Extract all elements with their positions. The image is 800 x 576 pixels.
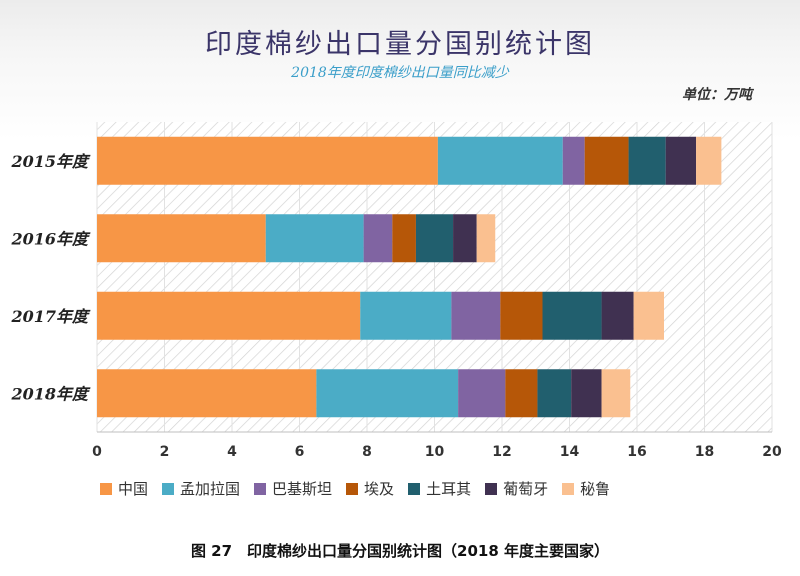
- bar-segment: [476, 214, 496, 263]
- legend-label: 孟加拉国: [180, 480, 241, 498]
- x-tick-label: 16: [627, 444, 646, 460]
- bar-segment: [363, 214, 393, 263]
- x-tick-label: 14: [560, 444, 580, 460]
- x-tick-label: 8: [362, 444, 372, 460]
- bar-segment: [453, 214, 477, 263]
- legend-item: 埃及: [346, 478, 394, 499]
- x-tick-label: 4: [227, 444, 237, 460]
- legend-label: 土耳其: [426, 480, 472, 498]
- bar-segment: [97, 291, 361, 340]
- legend-label: 中国: [118, 480, 149, 498]
- x-tick-label: 0: [92, 444, 102, 460]
- bar-segment: [601, 369, 631, 418]
- bar-segment: [451, 291, 501, 340]
- legend-item: 中国: [100, 478, 148, 499]
- legend-label: 埃及: [364, 480, 395, 498]
- chart-subtitle: 2018年度印度棉纱出口量同比减少: [291, 65, 509, 81]
- bar-segment: [97, 214, 266, 263]
- bar-segment: [316, 369, 459, 418]
- bar-segment: [97, 369, 317, 418]
- x-tick-label: 6: [295, 444, 305, 460]
- legend-item: 孟加拉国: [162, 478, 240, 499]
- legend-swatch: [162, 482, 175, 495]
- bar-segment: [500, 291, 543, 340]
- x-tick-label: 20: [762, 444, 782, 460]
- legend-item: 葡萄牙: [485, 478, 548, 499]
- bar-segment: [97, 136, 438, 185]
- bar-segment: [571, 369, 602, 418]
- bar-segment: [584, 136, 629, 185]
- bars: [97, 136, 722, 418]
- bar-segment: [601, 291, 634, 340]
- bar-segment: [392, 214, 416, 263]
- bar-segment: [265, 214, 364, 263]
- category-label: 2016年度: [10, 229, 91, 248]
- figure-caption: 图 27 印度棉纱出口量分国别统计图（2018 年度主要国家）: [190, 542, 610, 560]
- bar-segment: [628, 136, 666, 185]
- category-label: 2015年度: [10, 152, 91, 171]
- bar-segment: [665, 136, 697, 185]
- legend-swatch: [254, 482, 267, 495]
- legend-item: 巴基斯坦: [254, 478, 332, 499]
- bar-segment: [562, 136, 585, 185]
- legend-swatch: [485, 482, 498, 495]
- legend-swatch: [346, 482, 359, 495]
- legend-swatch: [100, 482, 112, 495]
- x-tick-label: 12: [492, 444, 511, 460]
- bar-segment: [437, 136, 563, 185]
- chart-title: 印度棉纱出口量分国别统计图: [205, 29, 595, 60]
- legend-swatch: [562, 482, 575, 495]
- category-label: 2017年度: [10, 307, 91, 326]
- x-tick-label: 10: [425, 444, 445, 460]
- bar-segment: [415, 214, 454, 263]
- bar-segment: [696, 136, 722, 185]
- legend: 中国 孟加拉国 巴基斯坦 埃及 土耳其 葡萄牙 秘鲁: [100, 478, 740, 499]
- legend-label: 秘鲁: [580, 480, 611, 498]
- x-axis-ticks: 0 2 4 6 8 10 12 14 16 18 20: [92, 444, 782, 460]
- bar-segment: [505, 369, 538, 418]
- category-label: 2018年度: [10, 384, 91, 403]
- bar-segment: [537, 369, 572, 418]
- bar-segment: [542, 291, 602, 340]
- legend-label: 巴基斯坦: [272, 480, 333, 498]
- legend-item: 秘鲁: [562, 478, 610, 499]
- bar-segment: [633, 291, 664, 340]
- x-tick-label: 2: [160, 444, 170, 460]
- category-labels: 2015年度 2016年度 2017年度 2018年度: [10, 152, 91, 404]
- bar-segment: [458, 369, 506, 418]
- legend-label: 葡萄牙: [503, 480, 549, 498]
- unit-label: 单位：万吨: [682, 87, 752, 103]
- x-tick-label: 18: [695, 444, 714, 460]
- stacked-bar-chart: 2015年度 2016年度 2017年度 2018年度 0 2 4 6 8 10 12 14 16 18…: [10, 122, 782, 460]
- bar-segment: [360, 291, 452, 340]
- legend-item: 土耳其: [408, 478, 471, 499]
- legend-swatch: [408, 482, 421, 495]
